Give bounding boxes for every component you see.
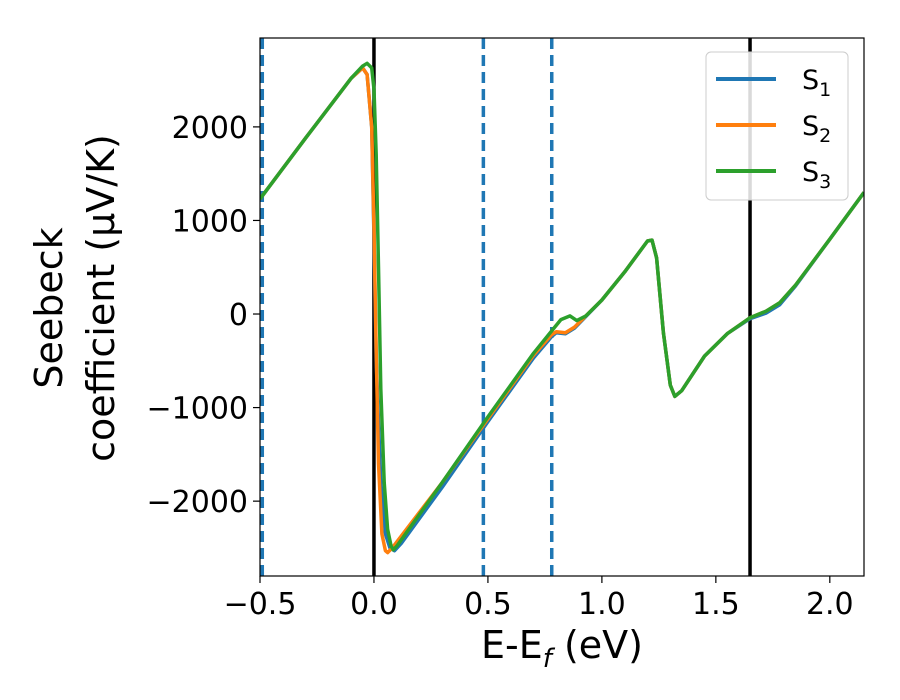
x-tick-label: 2.0 — [806, 587, 854, 622]
legend-label-S3: S3 — [802, 157, 831, 193]
y-tick-label: −1000 — [147, 392, 248, 427]
y-axis-label-line2: coefficient (μV/K) — [79, 134, 123, 462]
legend-label-S2: S2 — [802, 111, 831, 147]
legend-label-S1: S1 — [802, 65, 831, 101]
y-tick-label: 2000 — [172, 111, 248, 146]
reference-lines — [260, 38, 752, 576]
x-tick-label: −0.5 — [224, 587, 297, 622]
series-layer — [260, 61, 864, 555]
y-tick-label: −2000 — [147, 485, 248, 520]
x-tick-label: 1.0 — [578, 587, 626, 622]
x-axis: −0.5 0.0 0.5 1.0 1.5 2.0 — [224, 576, 854, 622]
series-line-S3 — [260, 61, 864, 552]
x-tick-label: 0.0 — [350, 587, 398, 622]
y-axis-label: Seebeck coefficient (μV/K) — [27, 134, 123, 462]
x-axis-label: E-Ef (eV) — [481, 623, 643, 674]
y-tick-label: 0 — [229, 298, 248, 333]
x-tick-label: 1.5 — [692, 587, 740, 622]
y-tick-label: 1000 — [172, 204, 248, 239]
plot-frame — [259, 37, 865, 577]
y-axis: −2000 −1000 0 1000 2000 — [147, 111, 260, 520]
legend-box — [705, 51, 849, 201]
y-axis-label-line1: Seebeck — [27, 227, 71, 388]
x-tick-label: 0.5 — [464, 587, 512, 622]
legend: S1 S2 S3 — [705, 51, 849, 201]
